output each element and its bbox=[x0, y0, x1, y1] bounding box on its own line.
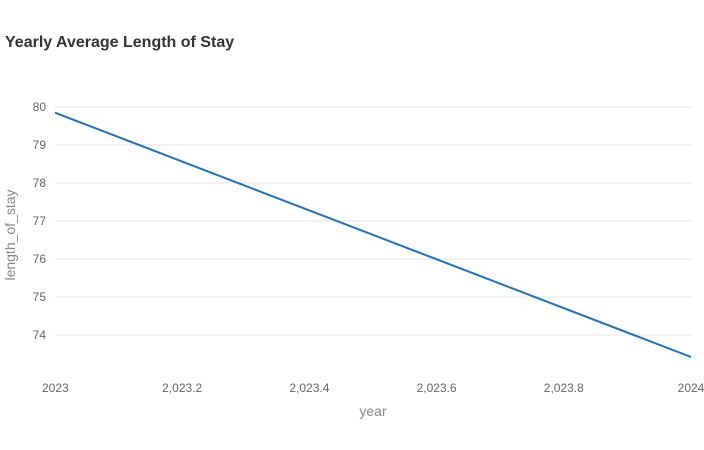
x-tick-label: 2023 bbox=[42, 381, 69, 395]
x-tick-label: 2,023.4 bbox=[289, 381, 329, 395]
x-tick-label: 2,023.2 bbox=[162, 381, 202, 395]
x-tick-label: 2,023.8 bbox=[544, 381, 584, 395]
y-axis-label: length_of_stay bbox=[2, 189, 18, 280]
y-tick-label: 80 bbox=[33, 100, 47, 114]
x-axis-label: year bbox=[359, 403, 387, 419]
series-layer bbox=[54, 111, 692, 358]
y-tick-label: 77 bbox=[33, 214, 47, 228]
y-tick-label: 76 bbox=[33, 252, 47, 266]
y-tick-label: 74 bbox=[33, 328, 47, 342]
grid-layer bbox=[55, 106, 691, 336]
x-tick-label: 2,023.6 bbox=[417, 381, 457, 395]
series-line bbox=[54, 111, 692, 358]
x-axis-ticks: 2023 2,023.2 2,023.4 2,023.6 2,023.8 2024 bbox=[42, 381, 704, 395]
y-tick-label: 78 bbox=[33, 176, 47, 190]
x-tick-label: 2024 bbox=[678, 381, 704, 395]
chart-title: Yearly Average Length of Stay bbox=[5, 34, 235, 51]
y-tick-label: 79 bbox=[33, 138, 47, 152]
y-axis-ticks: 74 75 76 77 78 79 80 bbox=[33, 100, 47, 342]
y-tick-label: 75 bbox=[33, 290, 47, 304]
